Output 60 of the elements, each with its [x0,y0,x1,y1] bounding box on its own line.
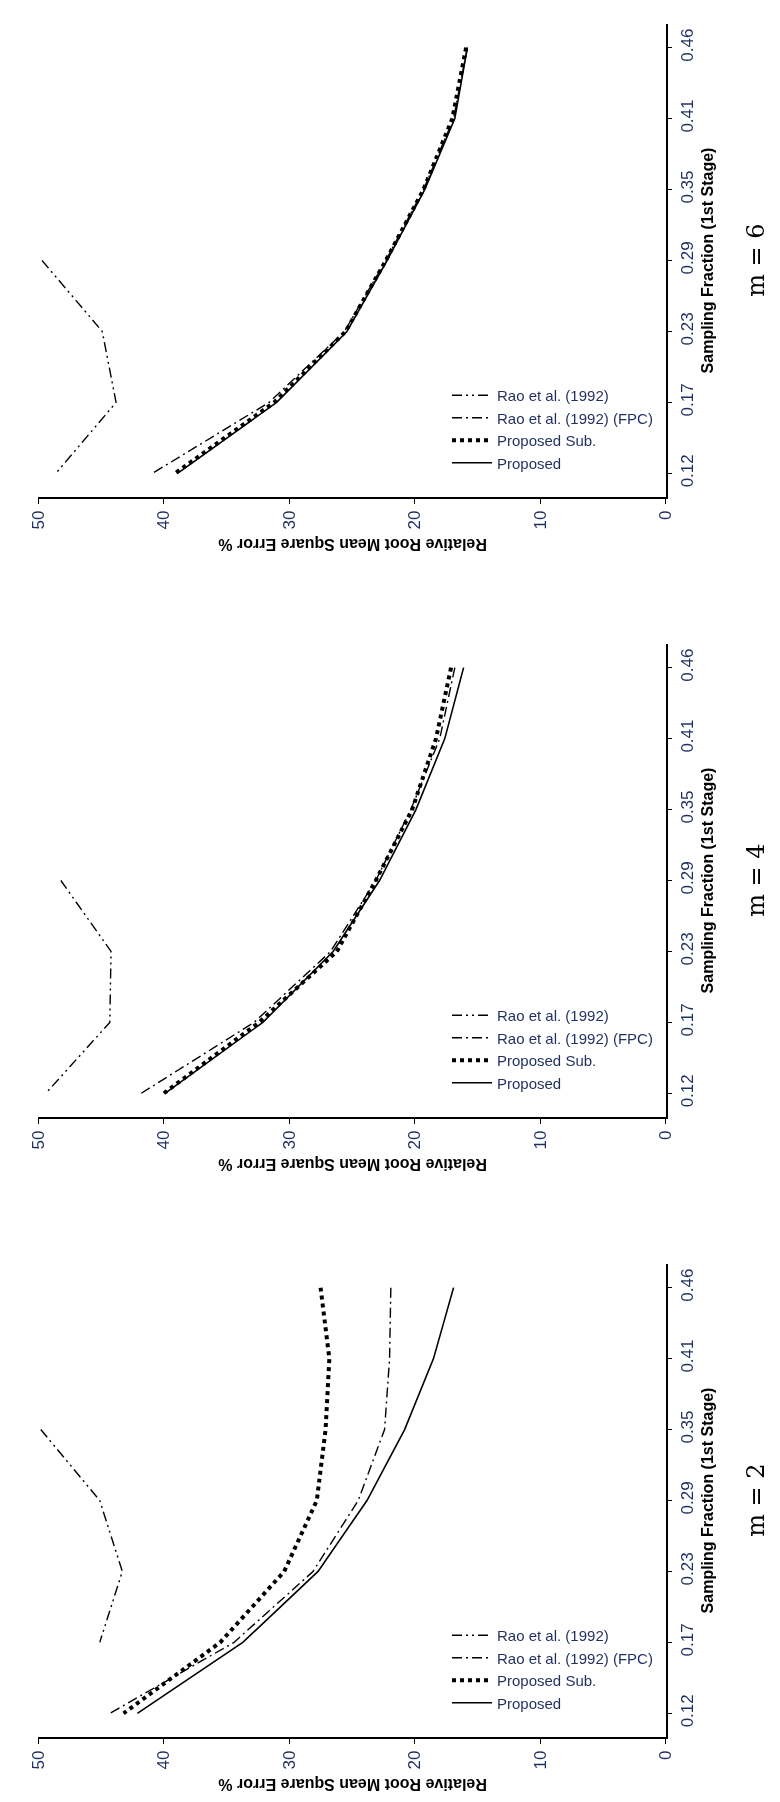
y-tick-label: 0.29 [677,861,697,895]
x-tick-label: 30 [279,1750,299,1770]
y-tick-label: 0.23 [677,1552,697,1586]
y-tick-label: 0.12 [677,1074,697,1108]
x-tick-label: 20 [405,510,425,530]
y-tick-label: 0.46 [677,648,697,682]
x-axis-title: Relative Root Mean Square Error % [218,536,487,553]
y-tick-label: 0.35 [677,790,697,824]
text: m = 2 [741,1463,770,1537]
legend-label: Proposed [497,1074,562,1092]
y-axis-title: Sampling Fraction (1st Stage) [699,147,717,374]
y-tick-label: 0.17 [677,383,697,417]
x-tick-label: 30 [279,510,299,530]
x-tick-label: 40 [154,510,174,530]
y-tick-label: 0.17 [677,1003,697,1037]
legend-label: Rao et al. (1992) [497,387,609,405]
text: m = 6 [741,223,770,297]
y-tick-label: 0.41 [677,719,697,753]
x-tick-label: 0 [656,1750,676,1761]
y-tick-label: 0.35 [677,170,697,204]
x-tick-label: 0 [656,510,676,521]
legend-label: Proposed Sub. [497,1052,597,1070]
y-tick-label: 0.29 [677,1481,697,1515]
x-tick-label: 20 [405,1130,425,1150]
y-tick-label: 0.46 [677,28,697,62]
legend-label: Proposed [497,1694,562,1712]
y-tick-label: 0.35 [677,1410,697,1444]
x-tick-label: 40 [154,1130,174,1150]
x-tick-label: 10 [530,1130,550,1150]
y-tick-label: 0.23 [677,312,697,346]
x-axis-title: Relative Root Mean Square Error % [218,1776,487,1793]
y-tick-label: 0.29 [677,241,697,275]
x-tick-label: 50 [28,1750,48,1770]
text: m = 4 [741,843,770,917]
y-axis-title: Sampling Fraction (1st Stage) [699,1387,717,1614]
legend-label: Rao et al. (1992) (FPC) [497,1029,653,1047]
legend-label: Rao et al. (1992) (FPC) [497,409,653,427]
x-tick-label: 20 [405,1750,425,1770]
legend-label: Rao et al. (1992) (FPC) [497,1649,653,1667]
x-tick-label: 50 [28,510,48,530]
legend-label: Rao et al. (1992) [497,1627,609,1645]
x-axis-title: Relative Root Mean Square Error % [218,1156,487,1173]
y-tick-label: 0.17 [677,1623,697,1657]
x-tick-label: 50 [28,1130,48,1150]
x-tick-label: 10 [530,510,550,530]
y-tick-label: 0.12 [677,1694,697,1728]
y-tick-label: 0.23 [677,932,697,966]
y-tick-label: 0.41 [677,99,697,133]
y-tick-label: 0.12 [677,454,697,488]
legend-label: Proposed [497,454,562,472]
y-tick-label: 0.41 [677,1339,697,1373]
legend-label: Proposed Sub. [497,1672,597,1690]
y-tick-label: 0.46 [677,1268,697,1302]
legend-label: Rao et al. (1992) [497,1007,609,1025]
x-tick-label: 40 [154,1750,174,1770]
x-tick-label: 10 [530,1750,550,1770]
x-tick-label: 0 [656,1130,676,1141]
legend-label: Proposed Sub. [497,432,597,450]
y-axis-title: Sampling Fraction (1st Stage) [699,767,717,994]
x-tick-label: 30 [279,1130,299,1150]
